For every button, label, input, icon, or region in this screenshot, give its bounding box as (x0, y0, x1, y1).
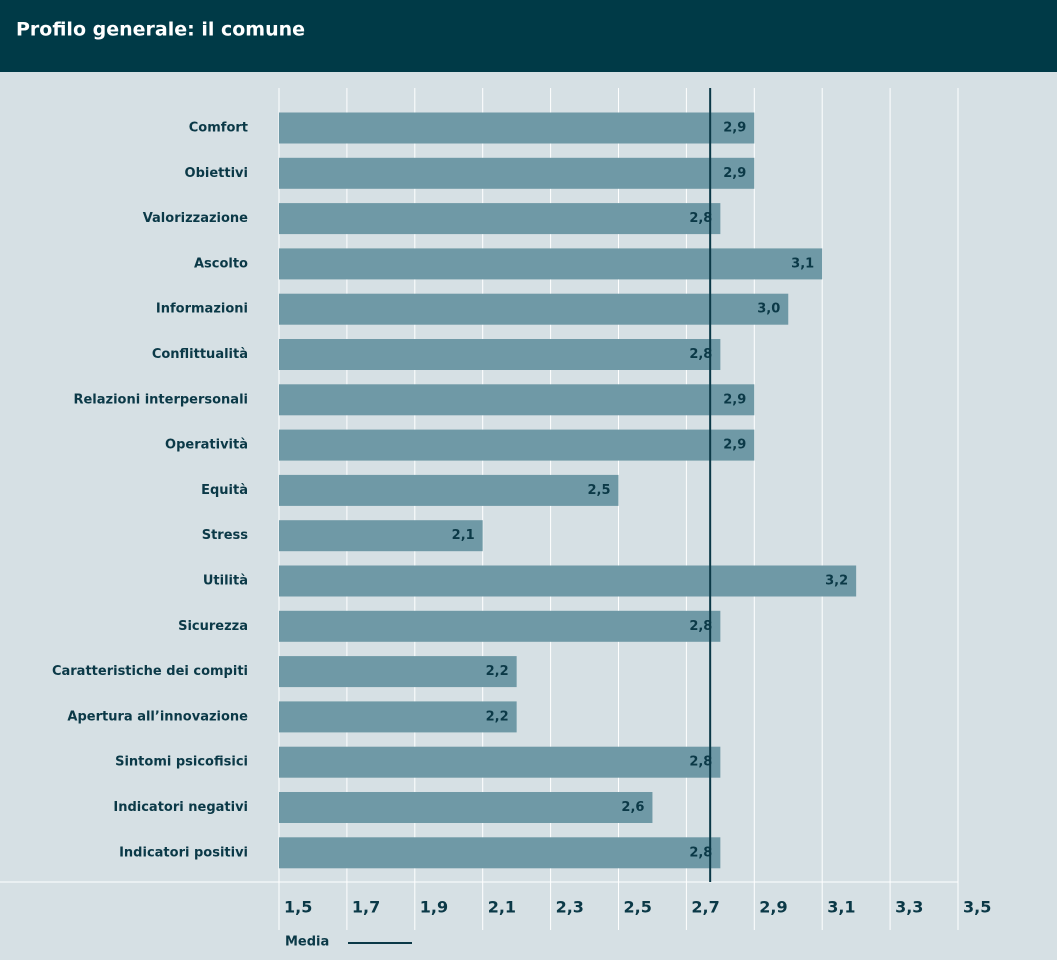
x-tick-label: 2,9 (759, 898, 787, 917)
value-label: 2,1 (452, 528, 475, 543)
y-tick-label: Sicurezza (178, 619, 248, 634)
x-tick-label: 2,3 (556, 898, 584, 917)
value-label: 2,9 (723, 392, 746, 407)
y-tick-label: Caratteristiche dei compiti (52, 664, 248, 679)
value-label: 2,8 (689, 755, 712, 770)
y-tick-label: Relazioni interpersonali (73, 392, 248, 407)
y-tick-label: Sintomi psicofisici (115, 755, 248, 770)
bar (279, 339, 721, 370)
bar (279, 565, 857, 597)
y-tick-label: Indicatori negativi (113, 800, 248, 815)
y-tick-label: Utilità (203, 574, 248, 589)
bar (279, 293, 789, 325)
y-tick-label: Indicatori positivi (119, 845, 248, 860)
x-tick-label: 1,5 (284, 898, 312, 917)
value-label: 3,1 (791, 256, 814, 271)
x-tick-label: 1,9 (420, 898, 448, 917)
bar (279, 474, 619, 506)
value-label: 3,0 (757, 302, 780, 317)
bar (279, 520, 483, 552)
bar (279, 157, 755, 189)
y-tick-label: Equità (201, 483, 248, 498)
y-tick-label: Stress (202, 528, 249, 543)
value-label: 2,2 (486, 664, 509, 679)
value-label: 2,8 (689, 619, 712, 634)
x-tick-label: 3,1 (827, 898, 855, 917)
y-tick-label: Operatività (165, 438, 248, 453)
value-label: 2,9 (723, 166, 746, 181)
legend-label: Media (285, 935, 329, 950)
y-tick-label: Apertura all’innovazione (67, 709, 248, 724)
bar (279, 656, 517, 688)
y-tick-label: Informazioni (156, 302, 248, 317)
bar (279, 837, 721, 869)
y-tick-label: Conflittualità (152, 347, 248, 362)
y-tick-label: Ascolto (194, 256, 248, 271)
x-tick-label: 3,3 (895, 898, 923, 917)
value-label: 2,8 (689, 211, 712, 226)
header (0, 0, 1057, 72)
chart-title: Profilo generale: il comune (16, 19, 305, 41)
value-label: 2,6 (621, 800, 644, 815)
x-tick-label: 2,7 (691, 898, 719, 917)
bar (279, 203, 721, 235)
bar (279, 701, 517, 733)
bar (279, 610, 721, 642)
bar (279, 429, 755, 461)
y-tick-label: Comfort (189, 121, 248, 136)
bar (279, 248, 823, 280)
y-tick-label: Obiettivi (185, 166, 248, 181)
value-label: 2,8 (689, 845, 712, 860)
value-label: 2,9 (723, 121, 746, 136)
value-label: 2,5 (587, 483, 610, 498)
x-tick-label: 1,7 (352, 898, 380, 917)
x-tick-label: 3,5 (963, 898, 991, 917)
bar (279, 384, 755, 416)
y-tick-label: Valorizzazione (143, 211, 248, 226)
bar (279, 112, 755, 144)
bar (279, 746, 721, 778)
x-tick-label: 2,5 (624, 898, 652, 917)
x-tick-label: 2,1 (488, 898, 516, 917)
value-label: 2,8 (689, 347, 712, 362)
value-label: 2,2 (486, 709, 509, 724)
value-label: 3,2 (825, 574, 848, 589)
bar (279, 792, 653, 823)
value-label: 2,9 (723, 438, 746, 453)
